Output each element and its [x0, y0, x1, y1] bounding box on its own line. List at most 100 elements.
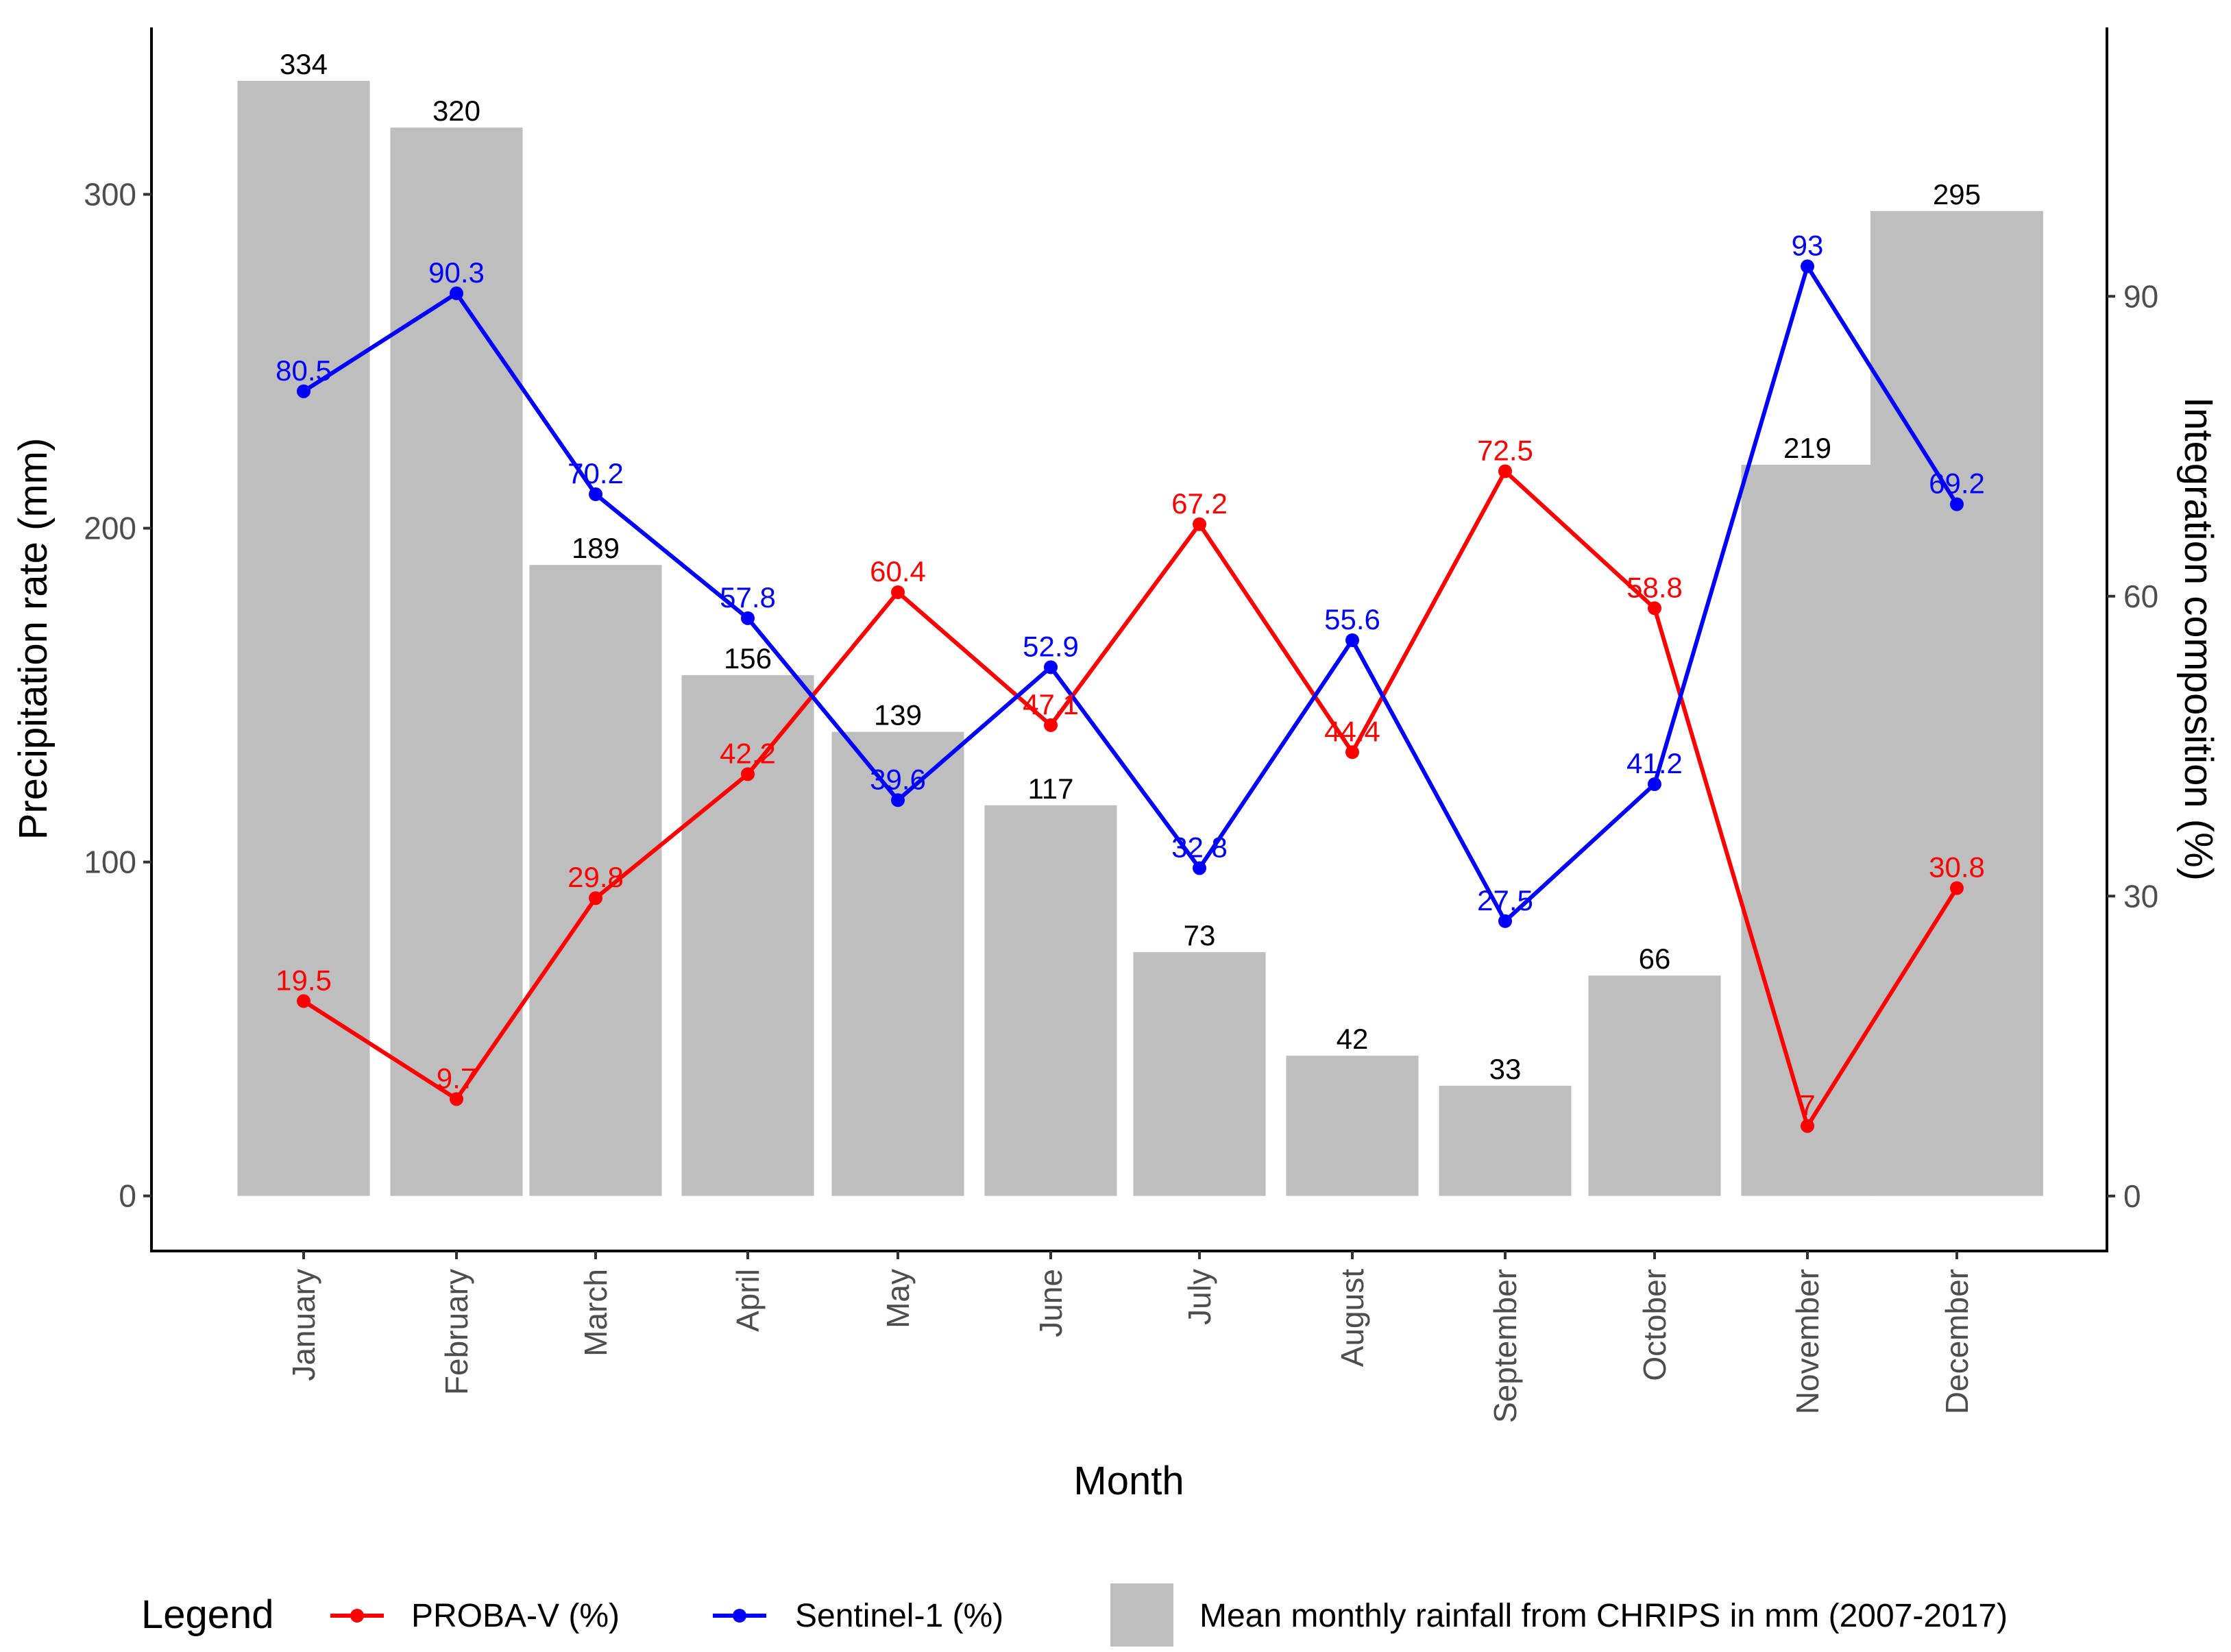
- y2-tick-label-90: 90: [2123, 278, 2158, 314]
- point-label-sentinel-1-january: 80.5: [276, 354, 332, 387]
- legend: Legend PROBA-V (%) Sentinel-1 (%) Mean m…: [141, 1583, 2008, 1647]
- bar-july: [1133, 952, 1266, 1196]
- point-label-proba-v-june: 47.1: [1023, 688, 1079, 720]
- y-ticks-layer: 0 100 200 300: [84, 177, 151, 1214]
- point-label-proba-v-september: 72.5: [1477, 435, 1533, 467]
- y2-axis-title: Integration composition (%): [2176, 397, 2221, 881]
- bar-january: [237, 80, 370, 1196]
- y2-ticks-layer: 0 30 60 90: [2107, 278, 2158, 1214]
- point-label-proba-v-january: 19.5: [276, 964, 332, 996]
- legend-item-rainfall: Mean monthly rainfall from CHRIPS in mm …: [1110, 1583, 2008, 1647]
- point-sentinel-1-november: [1801, 259, 1814, 274]
- point-label-proba-v-december: 30.8: [1929, 851, 1985, 884]
- bar-label-march: 189: [572, 532, 620, 564]
- points-layer: [297, 259, 1964, 1133]
- point-proba-v-october: [1648, 601, 1661, 616]
- point-proba-v-january: [297, 994, 310, 1008]
- point-proba-v-september: [1498, 464, 1512, 478]
- y-tick-label-0: 0: [119, 1178, 136, 1214]
- legend-label-rainfall: Mean monthly rainfall from CHRIPS in mm …: [1199, 1598, 2008, 1634]
- bar-february: [390, 127, 523, 1196]
- point-label-sentinel-1-september: 27.5: [1477, 884, 1533, 916]
- x-tick-label-october: October: [1637, 1269, 1672, 1381]
- y2-tick-label-0: 0: [2123, 1178, 2141, 1214]
- legend-item-proba-v: PROBA-V (%): [330, 1598, 620, 1634]
- y2-tick-label-60: 60: [2123, 579, 2158, 614]
- y-tick-label-300: 300: [84, 177, 136, 212]
- point-proba-v-august: [1345, 745, 1359, 760]
- bar-april: [681, 675, 814, 1196]
- point-sentinel-1-march: [589, 487, 602, 502]
- x-tick-label-march: March: [578, 1269, 613, 1357]
- y-axis-title: Precipitation rate (mm): [11, 438, 56, 840]
- bar-label-june: 117: [1028, 773, 1074, 805]
- bar-label-april: 156: [724, 642, 772, 675]
- point-sentinel-1-january: [297, 384, 310, 398]
- x-axis-title: Month: [1073, 1459, 1184, 1503]
- bar-label-september: 33: [1489, 1053, 1522, 1085]
- point-label-sentinel-1-april: 57.8: [720, 581, 776, 614]
- point-label-sentinel-1-october: 41.2: [1626, 747, 1683, 779]
- point-sentinel-1-april: [741, 611, 755, 625]
- point-label-proba-v-october: 58.8: [1626, 571, 1683, 603]
- bar-december: [1870, 210, 2043, 1196]
- point-label-sentinel-1-may: 39.6: [870, 763, 926, 795]
- point-sentinel-1-july: [1193, 861, 1206, 875]
- axes-layer: [150, 27, 2108, 1252]
- point-label-proba-v-april: 42.2: [720, 737, 776, 769]
- point-label-sentinel-1-february: 90.3: [428, 256, 485, 289]
- point-label-proba-v-july: 67.2: [1171, 487, 1228, 520]
- point-proba-v-march: [589, 891, 602, 906]
- bar-june: [984, 805, 1117, 1196]
- point-sentinel-1-october: [1648, 777, 1661, 791]
- x-tick-label-july: July: [1182, 1269, 1217, 1325]
- point-sentinel-1-june: [1044, 660, 1058, 675]
- bar-labels-layer: 334 320 189 156 139 117 73 42 33 66 219 295: [280, 48, 1981, 1085]
- x-tick-label-may: May: [880, 1269, 916, 1328]
- x-tick-label-september: September: [1487, 1269, 1523, 1423]
- x-tick-label-june: June: [1033, 1269, 1069, 1337]
- point-proba-v-july: [1193, 517, 1206, 531]
- point-label-sentinel-1-august: 55.6: [1324, 603, 1380, 635]
- point-sentinel-1-august: [1345, 633, 1359, 647]
- bar-may: [831, 731, 964, 1196]
- bar-label-january: 334: [280, 48, 328, 80]
- y-tick-label-200: 200: [84, 511, 136, 546]
- x-tick-label-november: November: [1790, 1269, 1825, 1414]
- bar-label-may: 139: [874, 699, 922, 731]
- point-proba-v-december: [1950, 881, 1964, 895]
- point-proba-v-may: [891, 585, 905, 599]
- point-label-sentinel-1-march: 70.2: [568, 457, 624, 489]
- legend-marker-sentinel-1: [733, 1609, 746, 1623]
- y2-tick-label-30: 30: [2123, 878, 2158, 914]
- bar-august: [1286, 1056, 1419, 1196]
- bar-label-february: 320: [432, 95, 480, 127]
- bar-label-december: 295: [1933, 178, 1981, 210]
- legend-label-proba-v: PROBA-V (%): [411, 1598, 620, 1634]
- legend-marker-proba-v: [350, 1609, 364, 1623]
- point-label-sentinel-1-november: 93: [1792, 230, 1824, 262]
- x-tick-label-august: August: [1334, 1269, 1370, 1367]
- x-tick-label-february: February: [439, 1269, 474, 1395]
- bar-label-july: 73: [1184, 919, 1216, 951]
- y-tick-label-100: 100: [84, 845, 136, 880]
- lines-layer: [302, 264, 1959, 1128]
- point-label-proba-v-november: 7: [1799, 1089, 1815, 1121]
- point-proba-v-february: [450, 1092, 463, 1106]
- bar-november: [1741, 465, 1874, 1196]
- point-label-proba-v-february: 9.7: [437, 1062, 476, 1094]
- bar-october: [1588, 975, 1721, 1196]
- point-sentinel-1-december: [1950, 497, 1964, 511]
- legend-label-sentinel-1: Sentinel-1 (%): [795, 1598, 1003, 1634]
- x-tick-label-april: April: [730, 1269, 766, 1332]
- point-label-proba-v-august: 44.4: [1324, 715, 1380, 747]
- series-line-sentinel-1: [302, 264, 1959, 923]
- point-sentinel-1-september: [1498, 914, 1512, 928]
- legend-swatch-rainfall: [1110, 1583, 1173, 1647]
- legend-item-sentinel-1: Sentinel-1 (%): [713, 1598, 1003, 1634]
- bars-layer: [237, 80, 2043, 1196]
- point-proba-v-june: [1044, 718, 1058, 732]
- point-label-sentinel-1-june: 52.9: [1023, 630, 1079, 662]
